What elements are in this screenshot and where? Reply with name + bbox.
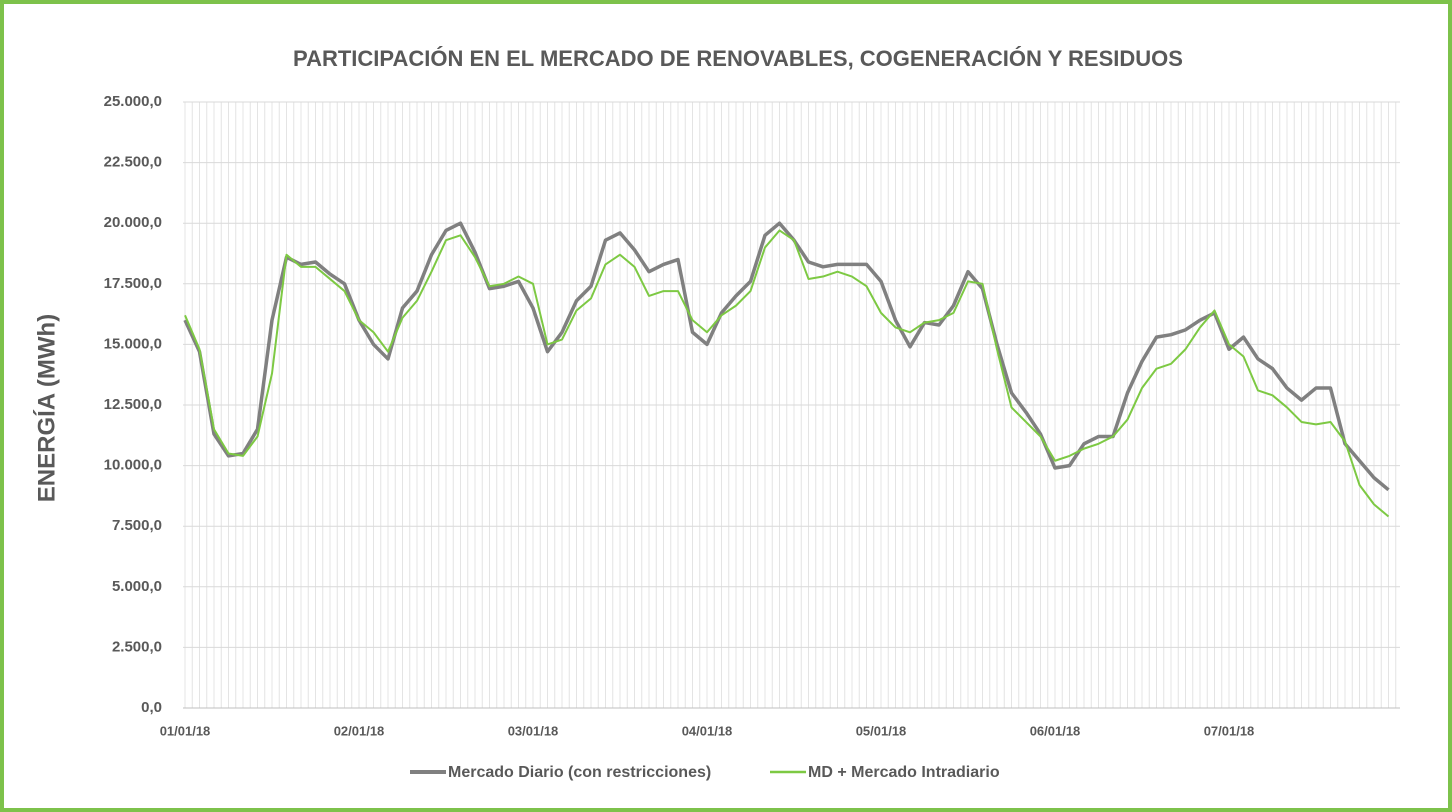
x-tick-label: 04/01/18 [682, 723, 733, 738]
y-tick-label: 10.000,0 [104, 457, 162, 474]
y-tick-label: 12.500,0 [104, 396, 162, 413]
x-tick-label: 05/01/18 [856, 723, 907, 738]
x-tick-label: 07/01/18 [1204, 723, 1255, 738]
x-tick-label: 03/01/18 [508, 723, 559, 738]
y-tick-label: 17.500,0 [104, 275, 162, 292]
x-tick-label: 06/01/18 [1030, 723, 1081, 738]
x-tick-label: 02/01/18 [334, 723, 385, 738]
x-tick-label: 01/01/18 [160, 723, 211, 738]
y-tick-label: 5.000,0 [112, 578, 162, 595]
y-tick-label: 7.500,0 [112, 517, 162, 534]
legend-label: Mercado Diario (con restricciones) [448, 764, 711, 781]
series-line [183, 221, 1390, 492]
y-tick-label: 0,0 [141, 699, 162, 716]
chart-title: PARTICIPACIÓN EN EL MERCADO DE RENOVABLE… [293, 46, 1183, 71]
y-tick-label: 25.000,0 [104, 93, 162, 110]
legend-label: MD + Mercado Intradiario [808, 764, 1000, 781]
y-tick-label: 2.500,0 [112, 638, 162, 655]
series-line [184, 229, 1390, 518]
y-tick-label: 20.000,0 [104, 214, 162, 231]
y-axis-label: ENERGÍA (MWh) [32, 314, 60, 502]
y-tick-label: 15.000,0 [104, 335, 162, 352]
y-tick-label: 22.500,0 [104, 154, 162, 171]
